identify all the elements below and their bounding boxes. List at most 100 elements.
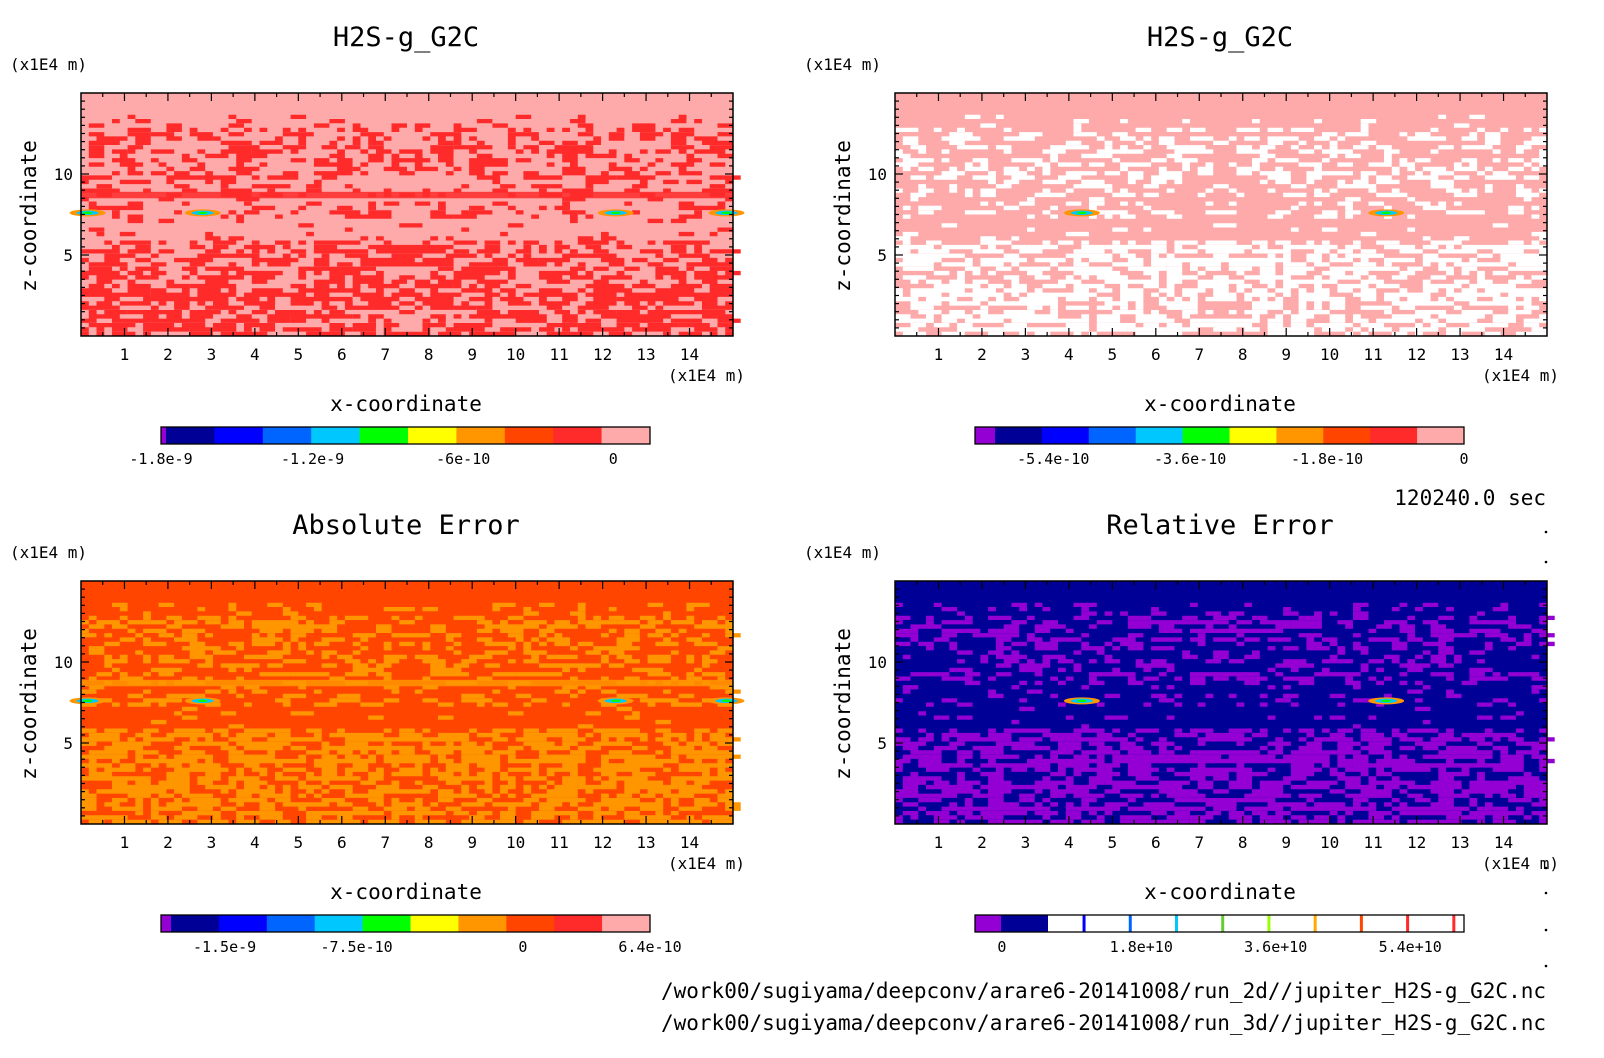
y-unit-label: (x1E4 m) [804, 55, 881, 74]
x-tick-label: 2 [977, 833, 987, 852]
x-tick-label: 5 [294, 345, 304, 364]
field-cells [81, 114, 741, 336]
x-tick-label: 1 [934, 833, 944, 852]
x-tick-label: 13 [636, 345, 655, 364]
x-tick-label: 8 [1238, 345, 1248, 364]
x-tick-label: 11 [1364, 345, 1383, 364]
feature-mark [1076, 699, 1087, 703]
x-tick-label: 4 [1064, 833, 1074, 852]
colorbar-segment [1088, 427, 1136, 444]
axis-ticks [895, 93, 1547, 336]
x-axis-label: x-coordinate [330, 880, 482, 904]
y-unit-label: (x1E4 m) [804, 543, 881, 562]
colorbar-label: 0 [609, 450, 618, 468]
x-tick-label: 6 [1151, 833, 1161, 852]
colorbar-label: -5.4e-10 [1017, 450, 1089, 468]
colorbar-label: 0 [997, 938, 1006, 956]
feature-mark [721, 211, 732, 215]
x-tick-label: 10 [506, 833, 525, 852]
field-speckle [81, 114, 741, 336]
feature-mark [1076, 211, 1087, 215]
y-tick-label: 10 [868, 165, 887, 184]
x-tick-label: 3 [207, 345, 217, 364]
y-axis-label: z-coordinate [17, 140, 41, 292]
feature-mark [197, 699, 208, 703]
margin-dot [1544, 530, 1548, 534]
field-speckle [895, 114, 1555, 336]
x-unit-label: (x1E4 m) [668, 854, 745, 873]
x-axis-label: x-coordinate [1144, 880, 1296, 904]
feature-mark [82, 211, 93, 215]
panel-title: H2S-g_G2C [1147, 22, 1293, 53]
colorbar-segment [553, 427, 602, 444]
x-tick-label: 2 [977, 345, 987, 364]
y-tick-label: 10 [868, 653, 887, 672]
colorbar-label: 0 [518, 938, 527, 956]
colorbar-label: -3.6e-10 [1154, 450, 1226, 468]
field-cells [895, 602, 1555, 824]
colorbar: 0 1.8e+10 3.6e+10 5.4e+10 [974, 914, 1465, 956]
colorbar: -1.5e-9 -7.5e-10 0 6.4e-10 [160, 914, 682, 956]
colorbar-segment [314, 915, 363, 932]
x-unit-label: (x1E4 m) [1482, 854, 1559, 873]
colorbar-segment [458, 915, 507, 932]
x-unit-label: (x1E4 m) [1482, 366, 1559, 385]
x-tick-label: 1 [934, 345, 944, 364]
colorbar-label: -1.8e-10 [1291, 450, 1363, 468]
x-tick-label: 14 [680, 345, 699, 364]
y-tick-label: 5 [63, 734, 73, 753]
colorbar-label: -1.8e-9 [129, 450, 192, 468]
band [81, 679, 733, 687]
colorbar-segment [1276, 427, 1324, 444]
colorbar-segment [408, 427, 457, 444]
x-tick-label: 3 [1021, 345, 1031, 364]
colorbar-segment [602, 915, 651, 932]
colorbar-segment [601, 427, 651, 444]
colorbar-label: 1.8e+10 [1110, 938, 1173, 956]
margin-dot [1544, 891, 1548, 895]
x-tick-label: 9 [1281, 345, 1291, 364]
colorbar-segment [410, 915, 459, 932]
colorbar-frame [974, 426, 1465, 445]
colorbar-label: 3.6e+10 [1244, 938, 1307, 956]
y-axis-label: z-coordinate [17, 628, 41, 780]
colorbar-segment [995, 427, 1043, 444]
colorbar-label: -7.5e-10 [320, 938, 392, 956]
feature-mark [197, 211, 208, 215]
colorbar-segment [218, 915, 268, 932]
colorbar-segment [456, 427, 506, 444]
colorbar-segment [161, 427, 167, 444]
y-tick-label: 5 [877, 246, 887, 265]
x-tick-label: 12 [1407, 833, 1426, 852]
x-axis-label: x-coordinate [1144, 392, 1296, 416]
colorbar-segment [362, 915, 411, 932]
colorbar-segment [1001, 915, 1048, 932]
y-tick-label: 10 [54, 653, 73, 672]
x-tick-label: 12 [593, 833, 612, 852]
file-path-line-2: /work00/sugiyama/deepconv/arare6-2014100… [661, 1011, 1546, 1035]
x-tick-label: 6 [1151, 345, 1161, 364]
colorbar-segment [171, 915, 220, 932]
x-tick-label: 1 [120, 833, 130, 852]
colorbar-segment [1417, 427, 1465, 444]
x-tick-label: 7 [1194, 833, 1204, 852]
x-axis-label: x-coordinate [330, 392, 482, 416]
field-cells [895, 114, 1555, 336]
x-tick-label: 4 [250, 833, 260, 852]
colorbar-segment [506, 915, 555, 932]
x-tick-label: 8 [424, 833, 434, 852]
feature-mark [1381, 699, 1392, 703]
colorbar-segment [166, 427, 215, 444]
x-unit-label: (x1E4 m) [668, 366, 745, 385]
colorbar-segment [1229, 427, 1277, 444]
x-tick-label: 10 [1320, 833, 1339, 852]
colorbar-label: 6.4e-10 [618, 938, 681, 956]
x-tick-label: 8 [1238, 833, 1248, 852]
field-cells [81, 602, 741, 824]
x-tick-label: 11 [1364, 833, 1383, 852]
x-tick-label: 11 [550, 345, 569, 364]
